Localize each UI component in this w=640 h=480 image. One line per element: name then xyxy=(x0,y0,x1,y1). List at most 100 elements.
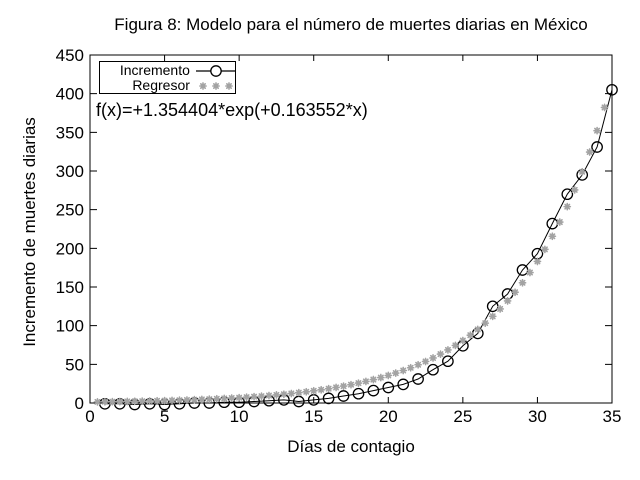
asterisk-point xyxy=(257,392,266,401)
incremento-point xyxy=(606,83,618,96)
asterisk-point xyxy=(235,393,244,402)
y-axis-label: Incremento de muertes diarias xyxy=(20,117,39,347)
x-tick-label: 5 xyxy=(160,407,169,426)
asterisk-point xyxy=(324,384,333,393)
legend-open-circle xyxy=(210,64,222,77)
asterisk-point xyxy=(212,81,220,90)
x-axis-ticks: 0 5 10 15 20 25 30 35 xyxy=(85,55,621,426)
x-tick-label: 20 xyxy=(379,407,398,426)
asterisk-point xyxy=(585,148,594,156)
y-tick-label: 200 xyxy=(56,239,84,258)
asterisk-point xyxy=(593,126,601,135)
asterisk-point xyxy=(518,278,527,287)
asterisk-point xyxy=(369,375,378,384)
asterisk-point xyxy=(205,395,214,404)
asterisk-point xyxy=(183,396,191,404)
asterisk-point xyxy=(473,325,482,334)
asterisk-point xyxy=(199,81,207,90)
legend-label-incremento: Incremento xyxy=(119,62,190,78)
asterisk-point xyxy=(108,397,117,406)
asterisk-point xyxy=(444,346,452,354)
x-tick-label: 0 xyxy=(85,407,94,426)
asterisk-point xyxy=(526,268,534,277)
incremento-point xyxy=(427,363,439,376)
incremento-point xyxy=(561,188,574,201)
asterisk-point xyxy=(466,331,475,340)
asterisk-point xyxy=(130,397,139,406)
asterisk-point xyxy=(429,354,437,362)
asterisk-point xyxy=(250,392,258,401)
asterisk-point xyxy=(578,167,587,176)
asterisk-point xyxy=(563,202,572,211)
asterisk-point xyxy=(414,360,423,369)
asterisk-point xyxy=(533,257,542,266)
asterisk-point xyxy=(101,397,109,406)
asterisk-point xyxy=(354,379,363,388)
incremento-point xyxy=(591,141,603,153)
asterisk-point xyxy=(242,393,251,402)
asterisk-point xyxy=(93,397,102,406)
asterisk-point xyxy=(309,386,318,395)
asterisk-point xyxy=(488,312,497,321)
asterisk-point xyxy=(220,394,229,403)
y-tick-label: 250 xyxy=(56,201,84,220)
asterisk-point xyxy=(272,391,281,399)
y-tick-label: 50 xyxy=(65,355,84,374)
x-tick-label: 30 xyxy=(528,407,547,426)
chart-title: Figura 8: Modelo para el número de muert… xyxy=(114,15,588,34)
asterisk-point xyxy=(362,377,370,386)
asterisk-point xyxy=(145,397,154,405)
y-tick-label: 150 xyxy=(56,278,84,297)
x-tick-label: 25 xyxy=(453,407,472,426)
incremento-point xyxy=(352,387,365,400)
asterisk-point xyxy=(302,387,311,396)
asterisk-point xyxy=(153,396,162,405)
asterisk-point xyxy=(227,394,236,402)
asterisk-point xyxy=(175,396,184,405)
asterisk-point xyxy=(406,363,415,372)
line-open-circle-marker-icon xyxy=(195,64,235,77)
asterisk-point xyxy=(225,81,233,90)
asterisk-point xyxy=(548,232,557,241)
incremento-point xyxy=(382,381,395,394)
incremento-point xyxy=(397,378,410,391)
y-tick-label: 450 xyxy=(56,46,84,65)
series-incremento xyxy=(99,83,618,411)
asterisk-point xyxy=(496,305,505,313)
legend-box: Incremento Regresor xyxy=(99,61,236,94)
asterisk-point xyxy=(458,336,467,345)
x-tick-label: 35 xyxy=(603,407,622,426)
asterisk-point xyxy=(339,382,348,391)
legend-item-regresor: Regresor xyxy=(100,78,235,93)
asterisk-point xyxy=(279,390,288,399)
x-tick-label: 15 xyxy=(304,407,323,426)
y-tick-label: 300 xyxy=(56,162,84,181)
incremento-point xyxy=(442,355,454,368)
asterisk-point xyxy=(511,288,519,297)
incremento-point xyxy=(367,384,380,397)
model-equation: f(x)=+1.354404*exp(+0.163552*x) xyxy=(96,100,368,120)
y-tick-label: 100 xyxy=(56,317,84,336)
asterisk-markers-icon xyxy=(199,81,233,90)
incremento-point xyxy=(322,392,335,405)
asterisk-point xyxy=(436,350,445,358)
y-tick-label: 0 xyxy=(75,394,84,413)
asterisk-point xyxy=(138,397,147,406)
asterisk-point xyxy=(160,396,169,405)
legend-item-incremento: Incremento xyxy=(100,63,235,78)
series-regresor xyxy=(93,103,609,406)
asterisk-point xyxy=(347,380,355,389)
asterisk-point xyxy=(265,391,273,400)
x-axis-label: Días de contagio xyxy=(287,437,415,456)
asterisk-point xyxy=(384,371,393,380)
asterisk-point xyxy=(451,341,460,350)
asterisk-point xyxy=(481,319,490,328)
incremento-point xyxy=(337,390,350,402)
asterisk-point xyxy=(190,395,199,404)
asterisk-point xyxy=(376,373,385,382)
asterisk-point xyxy=(197,395,206,404)
asterisk-point xyxy=(555,218,564,226)
asterisk-point xyxy=(570,186,579,194)
